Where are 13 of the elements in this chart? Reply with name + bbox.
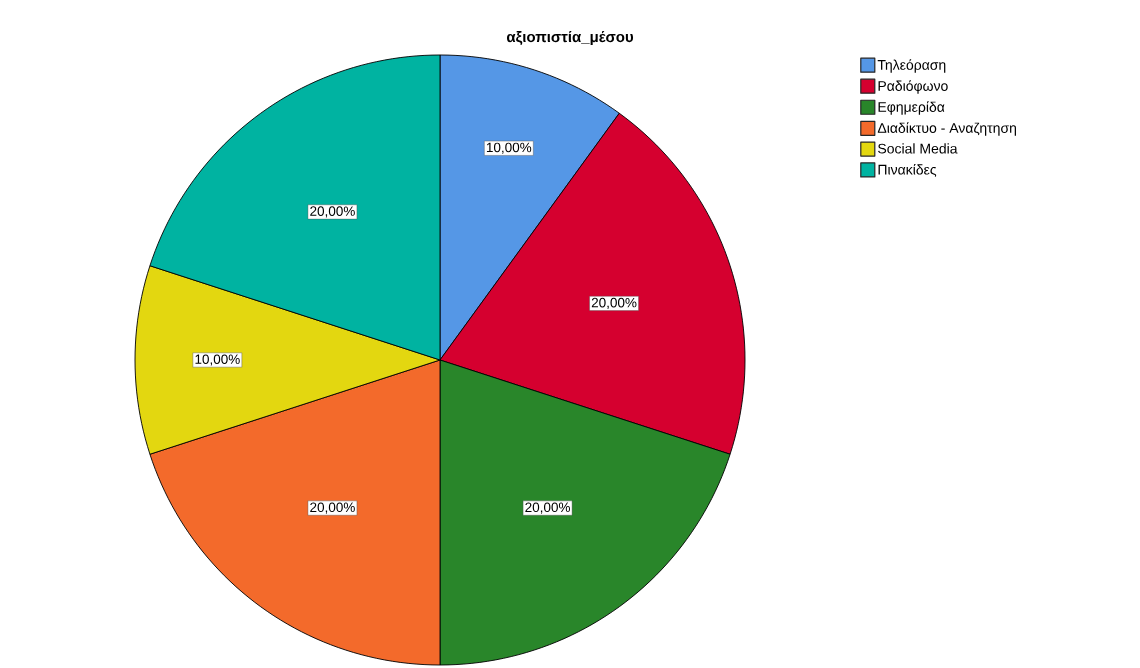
data-label: 20,00% <box>525 502 570 514</box>
legend-label: Διαδίκτυο - Αναζητηση <box>877 122 1016 136</box>
legend-label: Social Media <box>878 143 958 154</box>
data-label: 20,00% <box>310 502 355 514</box>
legend-label: Εφημερίδα <box>878 101 945 115</box>
legend-label: Πινακίδες <box>878 163 937 177</box>
data-label: 10,00% <box>486 142 532 154</box>
data-label: 10,00% <box>195 354 240 366</box>
data-label: 20,00% <box>310 206 355 218</box>
legend-label: Τηλεόραση <box>877 59 946 73</box>
legend-label: Ραδιόφωνο <box>878 80 948 94</box>
chart-title: αξιοπιστία_μέσου <box>506 30 634 46</box>
data-label: 20,00% <box>591 297 637 310</box>
